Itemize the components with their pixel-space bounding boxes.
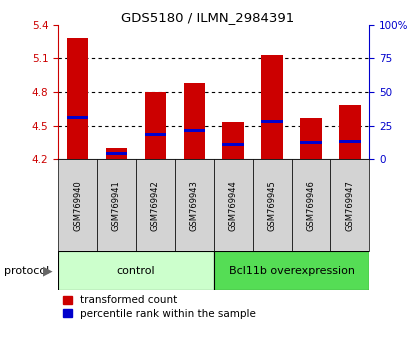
FancyBboxPatch shape xyxy=(175,159,214,251)
Text: GSM769940: GSM769940 xyxy=(73,180,82,231)
Text: ▶: ▶ xyxy=(43,264,53,277)
FancyBboxPatch shape xyxy=(97,159,136,251)
Bar xyxy=(106,152,127,155)
Text: GSM769941: GSM769941 xyxy=(112,180,121,231)
Text: GSM769947: GSM769947 xyxy=(345,180,354,231)
FancyBboxPatch shape xyxy=(214,251,369,290)
FancyBboxPatch shape xyxy=(253,159,291,251)
Bar xyxy=(300,118,322,159)
Text: GSM769945: GSM769945 xyxy=(268,180,276,231)
Bar xyxy=(339,105,361,159)
Bar xyxy=(106,148,127,159)
Text: GSM769944: GSM769944 xyxy=(229,180,238,231)
Bar xyxy=(261,55,283,159)
Bar xyxy=(67,38,88,159)
Bar xyxy=(145,92,166,159)
Text: protocol: protocol xyxy=(4,266,49,276)
FancyBboxPatch shape xyxy=(214,159,253,251)
FancyBboxPatch shape xyxy=(58,159,97,251)
Text: GSM769942: GSM769942 xyxy=(151,180,160,231)
Bar xyxy=(261,120,283,122)
Text: control: control xyxy=(117,266,155,276)
Text: GSM769943: GSM769943 xyxy=(190,180,199,231)
Bar xyxy=(145,133,166,136)
Bar xyxy=(183,83,205,159)
Bar xyxy=(339,140,361,143)
Bar xyxy=(300,141,322,144)
FancyBboxPatch shape xyxy=(58,251,214,290)
Bar xyxy=(67,116,88,119)
FancyBboxPatch shape xyxy=(136,159,175,251)
Bar xyxy=(222,122,244,159)
Text: GSM769946: GSM769946 xyxy=(307,180,315,231)
Bar xyxy=(222,143,244,146)
FancyBboxPatch shape xyxy=(330,159,369,251)
Text: Bcl11b overexpression: Bcl11b overexpression xyxy=(229,266,354,276)
Legend: transformed count, percentile rank within the sample: transformed count, percentile rank withi… xyxy=(63,296,256,319)
FancyBboxPatch shape xyxy=(291,159,330,251)
Bar xyxy=(183,129,205,132)
Text: GDS5180 / ILMN_2984391: GDS5180 / ILMN_2984391 xyxy=(121,11,294,24)
